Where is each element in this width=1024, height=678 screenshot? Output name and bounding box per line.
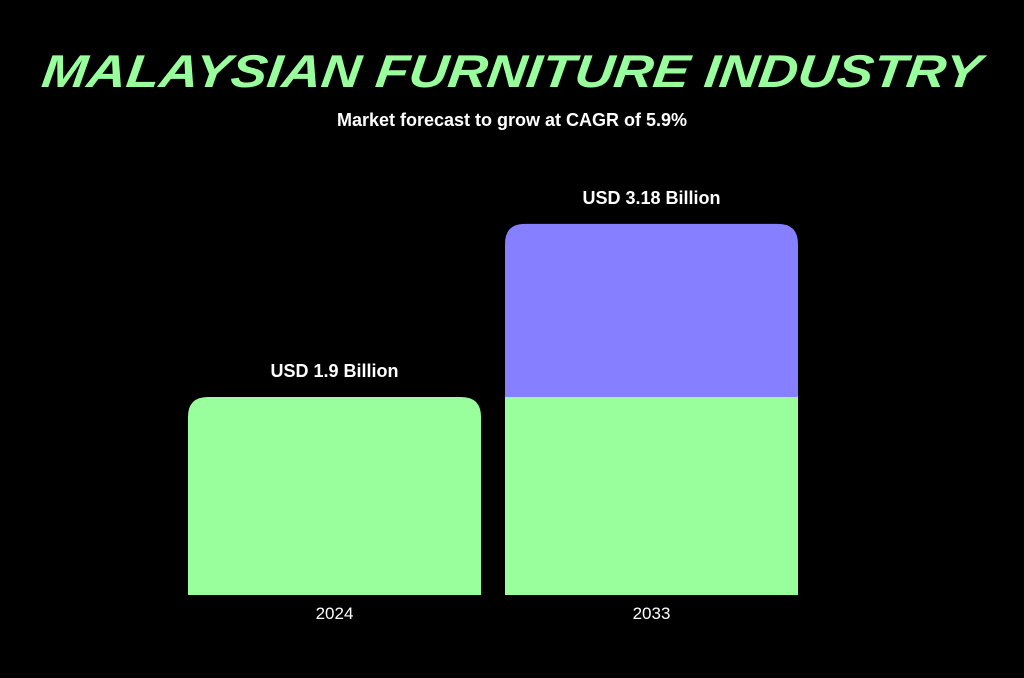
x-tick-label-2024: 2024: [316, 604, 354, 623]
bar-segment-2024-0: [188, 397, 481, 595]
data-label-2033: USD 3.18 Billion: [582, 188, 720, 208]
bar-segment-2033-1: [505, 223, 798, 397]
x-tick-label-2033: 2033: [633, 604, 671, 623]
chart-subtitle: Market forecast to grow at CAGR of 5.9%: [336, 110, 688, 130]
bar-segment-2033-0: [505, 397, 798, 595]
data-label-2024: USD 1.9 Billion: [270, 361, 398, 381]
